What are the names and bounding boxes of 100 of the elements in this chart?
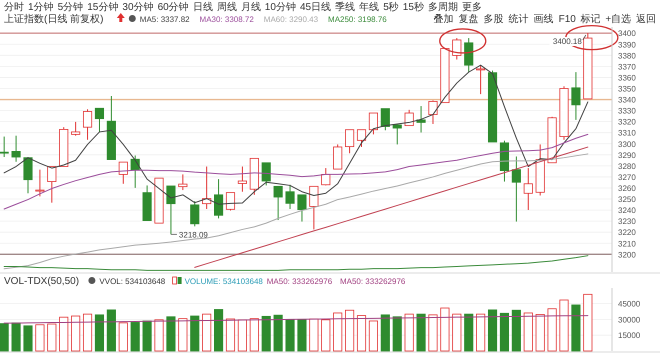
candlestick [428, 100, 438, 124]
bar [118, 322, 128, 352]
candlestick [476, 65, 486, 95]
y-tick-label: 30000 [618, 315, 641, 324]
candlestick [214, 178, 224, 219]
bar [356, 315, 366, 352]
bar [202, 314, 212, 352]
annotation: 3400.18 [552, 37, 582, 46]
bar [428, 314, 438, 352]
bar [82, 314, 92, 352]
candlestick [333, 144, 342, 170]
bar [571, 304, 580, 352]
text: MA50: 333262976 [340, 277, 406, 286]
bar [380, 314, 390, 352]
text: 多股 [484, 13, 504, 25]
bar [368, 320, 378, 352]
text: 10分钟 [264, 1, 296, 13]
text: 季线 [335, 1, 356, 13]
legend-label: VOLUME: 534103648 [184, 277, 264, 286]
y-tick-label: 3380 [618, 51, 636, 60]
text: 多周期 [428, 1, 458, 13]
bar [178, 318, 188, 352]
bar [274, 314, 283, 352]
y-tick-label: 3300 [618, 140, 636, 149]
bar [142, 320, 152, 352]
text: 月线 [240, 1, 261, 13]
candlestick [416, 106, 426, 133]
text: 5秒 [383, 1, 399, 13]
y-tick-label: 3250 [618, 195, 636, 204]
candlestick [392, 124, 402, 145]
y-tick-label: 3350 [618, 84, 636, 94]
bar [321, 319, 330, 352]
bar [440, 308, 450, 352]
text: 返回 [636, 13, 656, 25]
y-tick-label: 3390 [618, 40, 636, 50]
text: 60分钟 [158, 1, 189, 13]
text: MA250: 3198.76 [328, 15, 388, 24]
y-tick-label: 3370 [618, 62, 636, 72]
text: MA30: 3308.72 [200, 15, 254, 24]
chart-title: 上证指数(日线 前复权) [4, 13, 104, 25]
candlestick [404, 109, 414, 126]
bar [416, 314, 426, 352]
y-tick-label: 3260 [618, 184, 636, 193]
bar [214, 309, 224, 352]
candlestick [166, 185, 176, 235]
bar [392, 316, 402, 352]
candlestick [12, 135, 21, 162]
y-tick-label: 3220 [618, 228, 636, 238]
y-tick-label: 3400 [618, 29, 636, 38]
bar [309, 318, 318, 352]
text: VVOL: 534103648 [99, 277, 166, 286]
bar [297, 318, 307, 352]
bar [548, 308, 557, 352]
candlestick [452, 38, 462, 60]
text: 复盘 [458, 13, 479, 25]
text: 叠加 [434, 13, 454, 25]
candlestick [130, 154, 140, 188]
candlestick [35, 169, 44, 197]
candlestick [178, 174, 188, 191]
candlestick [118, 162, 128, 184]
candlestick [94, 108, 104, 132]
y-tick-label: 3200 [618, 250, 636, 260]
bar [35, 324, 44, 352]
y-tick-label: 3330 [618, 106, 636, 116]
candlestick [82, 108, 92, 140]
text: +自选 [605, 13, 632, 25]
candlestick [226, 192, 236, 212]
bar [464, 314, 474, 352]
bar [47, 324, 56, 352]
y-tick-label: 3240 [618, 206, 636, 216]
candlestick [47, 166, 56, 204]
bar [94, 314, 104, 352]
bar [345, 310, 354, 352]
bar [12, 322, 21, 352]
annotation: 3218.09 [178, 230, 208, 240]
bar [154, 319, 164, 352]
line-series [4, 134, 588, 210]
bar [536, 314, 545, 352]
bar [250, 318, 259, 352]
candlestick [321, 168, 330, 186]
text: 1分钟 [28, 1, 54, 13]
bar [559, 300, 569, 352]
text: F10 [558, 14, 576, 25]
y-tick-label: 3360 [618, 73, 636, 82]
line-series [4, 153, 588, 270]
line-series [4, 255, 588, 271]
candlestick [512, 156, 521, 222]
y-tick-label: 3210 [618, 239, 636, 248]
text: 画线 [534, 13, 554, 25]
candlestick [380, 108, 390, 131]
text: 15分钟 [87, 1, 118, 13]
bar [0, 323, 9, 352]
text: 统计 [508, 13, 529, 25]
bar [238, 319, 247, 352]
text: 年线 [359, 1, 380, 13]
bar [524, 312, 533, 352]
y-tick-label: 45000 [618, 300, 641, 309]
candlestick [345, 129, 354, 154]
candlestick [464, 38, 474, 73]
bar [500, 312, 510, 352]
